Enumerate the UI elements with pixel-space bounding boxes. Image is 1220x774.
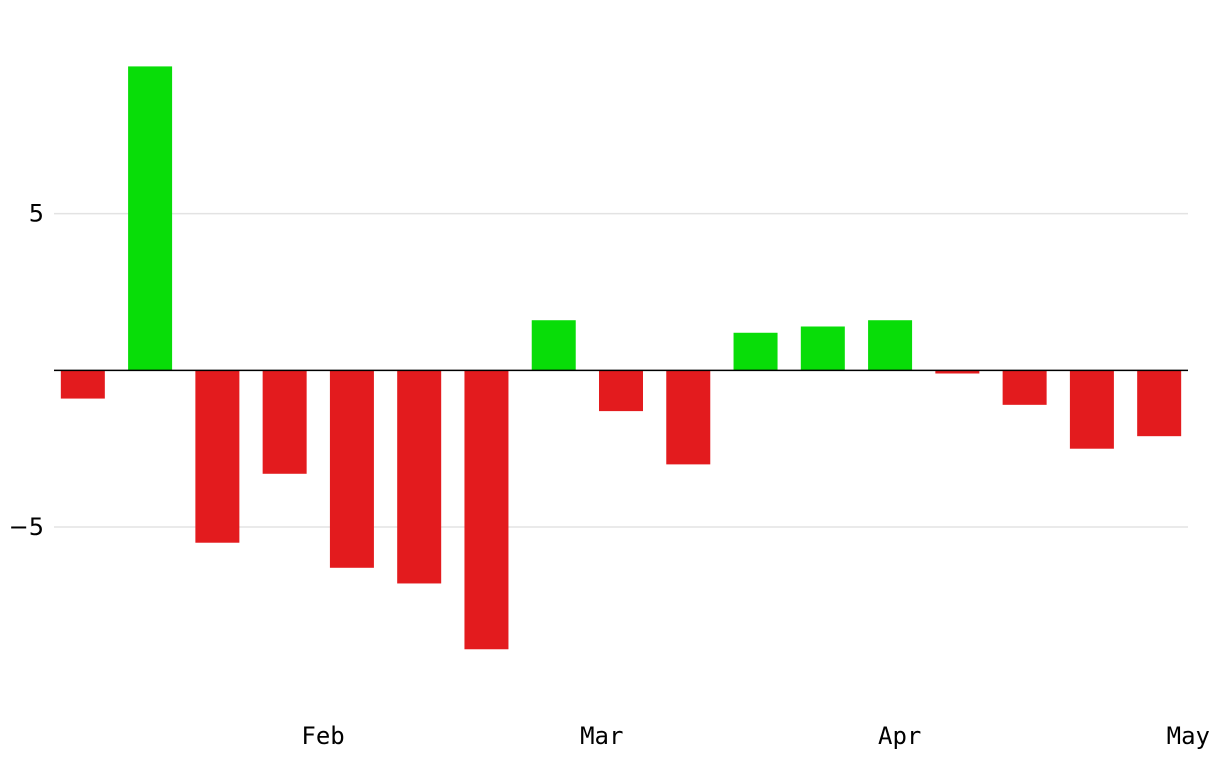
gridlines [54, 212, 1188, 528]
bar [531, 320, 576, 371]
bar [60, 370, 105, 399]
bar [935, 370, 980, 374]
bar [666, 370, 711, 465]
bar [128, 66, 173, 371]
bar [868, 320, 913, 371]
x-tick-label: May [1167, 722, 1210, 750]
bar [1069, 370, 1114, 449]
y-tick-label: −5 [9, 513, 44, 541]
bar [733, 332, 778, 371]
x-tick-label: Apr [878, 722, 921, 750]
bars [60, 66, 1182, 650]
x-tick-label: Mar [580, 722, 623, 750]
axes: 5 −5 Feb Mar Apr May [9, 200, 1210, 750]
bar [800, 326, 845, 371]
x-tick-label: Feb [301, 722, 344, 750]
bar [464, 370, 509, 650]
y-tick-label: 5 [29, 200, 44, 228]
bar [397, 370, 442, 584]
bar [329, 370, 374, 568]
bar [195, 370, 240, 543]
bar [1002, 370, 1047, 405]
bar [599, 370, 643, 412]
bar [1137, 370, 1182, 437]
bar [262, 370, 307, 474]
